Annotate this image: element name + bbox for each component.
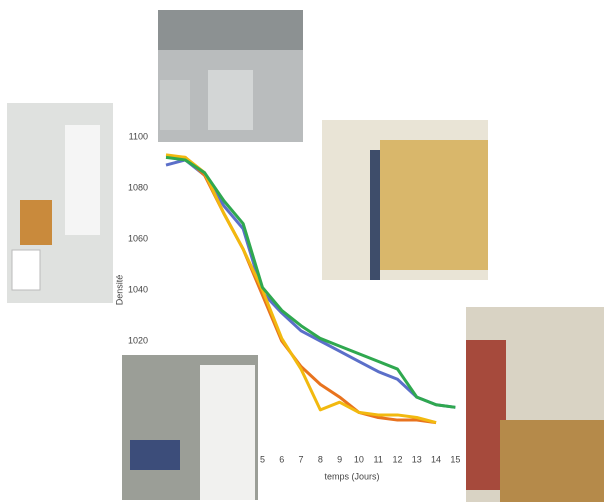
y-tick-label: 1020 [128,335,148,345]
plot: Densité temps (Jours) 1020 1040 1060 1080 11… [114,131,460,481]
x-tick-label: 10 [354,454,364,464]
photo-shelves [322,120,488,280]
x-axis-label: temps (Jours) [324,471,379,481]
y-tick-label: 1080 [128,182,148,192]
y-axis-label: Densité [114,275,124,306]
x-tick-label: 14 [431,454,441,464]
x-tick-label: 5 [260,454,265,464]
x-tick-label: 11 [374,454,383,464]
y-tick-label: 1060 [128,233,148,243]
x-tick-label: 9 [337,454,342,464]
y-tick-label: 1040 [128,284,148,294]
x-tick-label: 6 [279,454,284,464]
x-tick-label: 13 [412,454,422,464]
photo-tasting [466,307,604,502]
x-tick-label: 12 [392,454,402,464]
y-tick-label: 1100 [129,131,148,141]
x-tick-label: 15 [450,454,460,464]
photo-lab-student [7,103,113,303]
series-line [165,155,456,409]
x-tick-label: 7 [299,454,304,464]
photo-fermenter [158,10,303,142]
x-tick-label: 8 [318,454,323,464]
series-line [165,153,437,425]
photo-lab-bench [122,355,258,500]
